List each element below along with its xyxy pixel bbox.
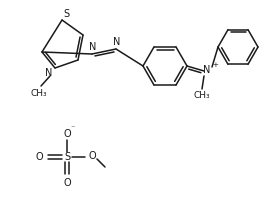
Text: CH₃: CH₃: [194, 92, 210, 101]
Text: O: O: [88, 151, 96, 161]
Text: O: O: [63, 129, 71, 139]
Text: ⁻: ⁻: [71, 123, 75, 133]
Text: CH₃: CH₃: [31, 89, 47, 98]
Text: N: N: [89, 42, 97, 52]
Text: O: O: [35, 152, 43, 162]
Text: N: N: [45, 68, 53, 78]
Text: S: S: [64, 152, 70, 162]
Text: S: S: [63, 9, 69, 19]
Text: O: O: [63, 178, 71, 188]
Text: N: N: [203, 65, 211, 75]
Text: N: N: [113, 37, 121, 47]
Text: +: +: [212, 62, 218, 68]
